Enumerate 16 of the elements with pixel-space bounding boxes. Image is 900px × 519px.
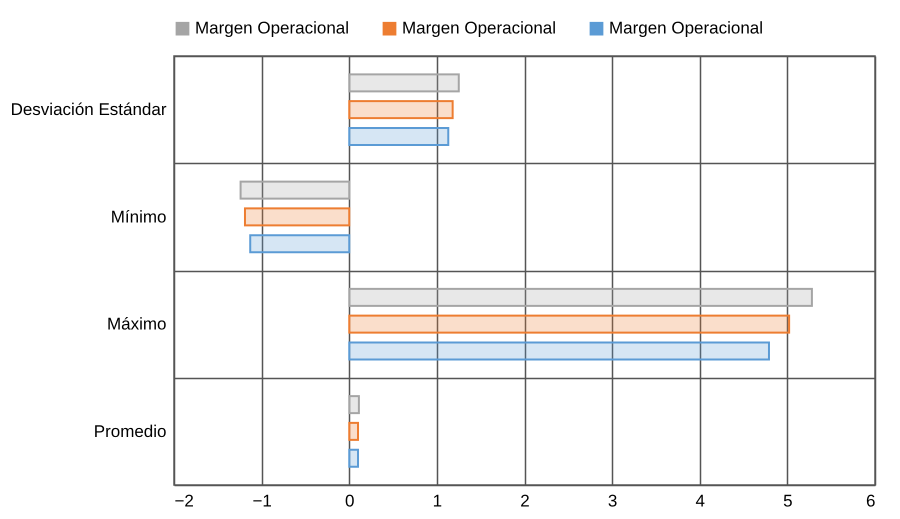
x-tick-label: 4 (696, 492, 705, 510)
legend-label: Margen Operacional (195, 18, 350, 38)
legend-label: Margen Operacional (402, 18, 556, 38)
x-tick-label: 0 (345, 492, 354, 510)
x-tick-label: 6 (866, 492, 876, 510)
y-tick-label: Promedio (94, 422, 166, 441)
legend-label: Margen Operacional (609, 18, 764, 38)
y-tick-label: Máximo (106, 314, 166, 334)
x-tick-label: −2 (174, 492, 194, 510)
x-tick-label: 1 (432, 492, 442, 510)
x-tick-label: −1 (252, 492, 272, 510)
x-tick-label: 2 (520, 492, 530, 510)
y-tick-label: Desviación Estándar (10, 100, 167, 120)
x-tick-label: 3 (608, 492, 618, 510)
x-tick-label: 5 (783, 492, 793, 510)
y-tick-label: Mínimo (110, 207, 166, 226)
